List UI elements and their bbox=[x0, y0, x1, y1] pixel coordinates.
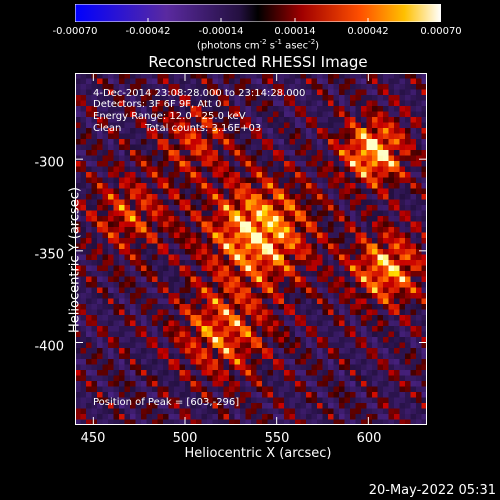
colorbar-units: (photons cm-2 s-1 asec-2) bbox=[196, 38, 320, 52]
chart-title: Reconstructed RHESSI Image bbox=[148, 53, 368, 71]
colorbar bbox=[75, 4, 441, 22]
heatmap-plot bbox=[75, 73, 427, 425]
colorbar-tick-label: -0.00070 bbox=[52, 26, 98, 37]
colorbar-tick-label: 0.00014 bbox=[274, 26, 316, 37]
y-tick-label: -350 bbox=[34, 247, 64, 263]
colorbar-tick-label: -0.00014 bbox=[198, 26, 244, 37]
peak-position-text: Position of Peak = [603,-296] bbox=[93, 397, 240, 408]
colorbar-tick-label: 0.00042 bbox=[347, 26, 389, 37]
energy-range-text: Energy Range: 12.0 - 25.0 keV bbox=[93, 111, 246, 122]
y-axis-label: Heliocentric Y (arcsec) bbox=[67, 187, 83, 333]
colorbar-tick-label: -0.00042 bbox=[125, 26, 171, 37]
detectors-text: Detectors: 3F 6F 9F, Att 0 bbox=[93, 99, 222, 110]
total-counts-text: Total counts: 3.16E+03 bbox=[145, 123, 262, 134]
x-tick-label: 500 bbox=[172, 431, 198, 446]
x-tick-label: 450 bbox=[80, 431, 106, 446]
x-tick-label: 550 bbox=[264, 431, 290, 446]
y-tick-label: -300 bbox=[34, 155, 64, 171]
x-axis-label: Heliocentric X (arcsec) bbox=[184, 446, 332, 461]
timestamp: 20-May-2022 05:31 bbox=[368, 483, 496, 498]
x-tick-label: 600 bbox=[356, 431, 382, 446]
heatmap-cells bbox=[75, 73, 427, 425]
plot-frame bbox=[75, 73, 427, 425]
method-text: Clean bbox=[93, 123, 122, 134]
y-tick-label: -400 bbox=[34, 339, 64, 355]
time-range-text: 4-Dec-2014 23:08:28.000 to 23:14:28.000 bbox=[93, 88, 306, 99]
colorbar-tick-label: 0.00070 bbox=[420, 26, 462, 37]
